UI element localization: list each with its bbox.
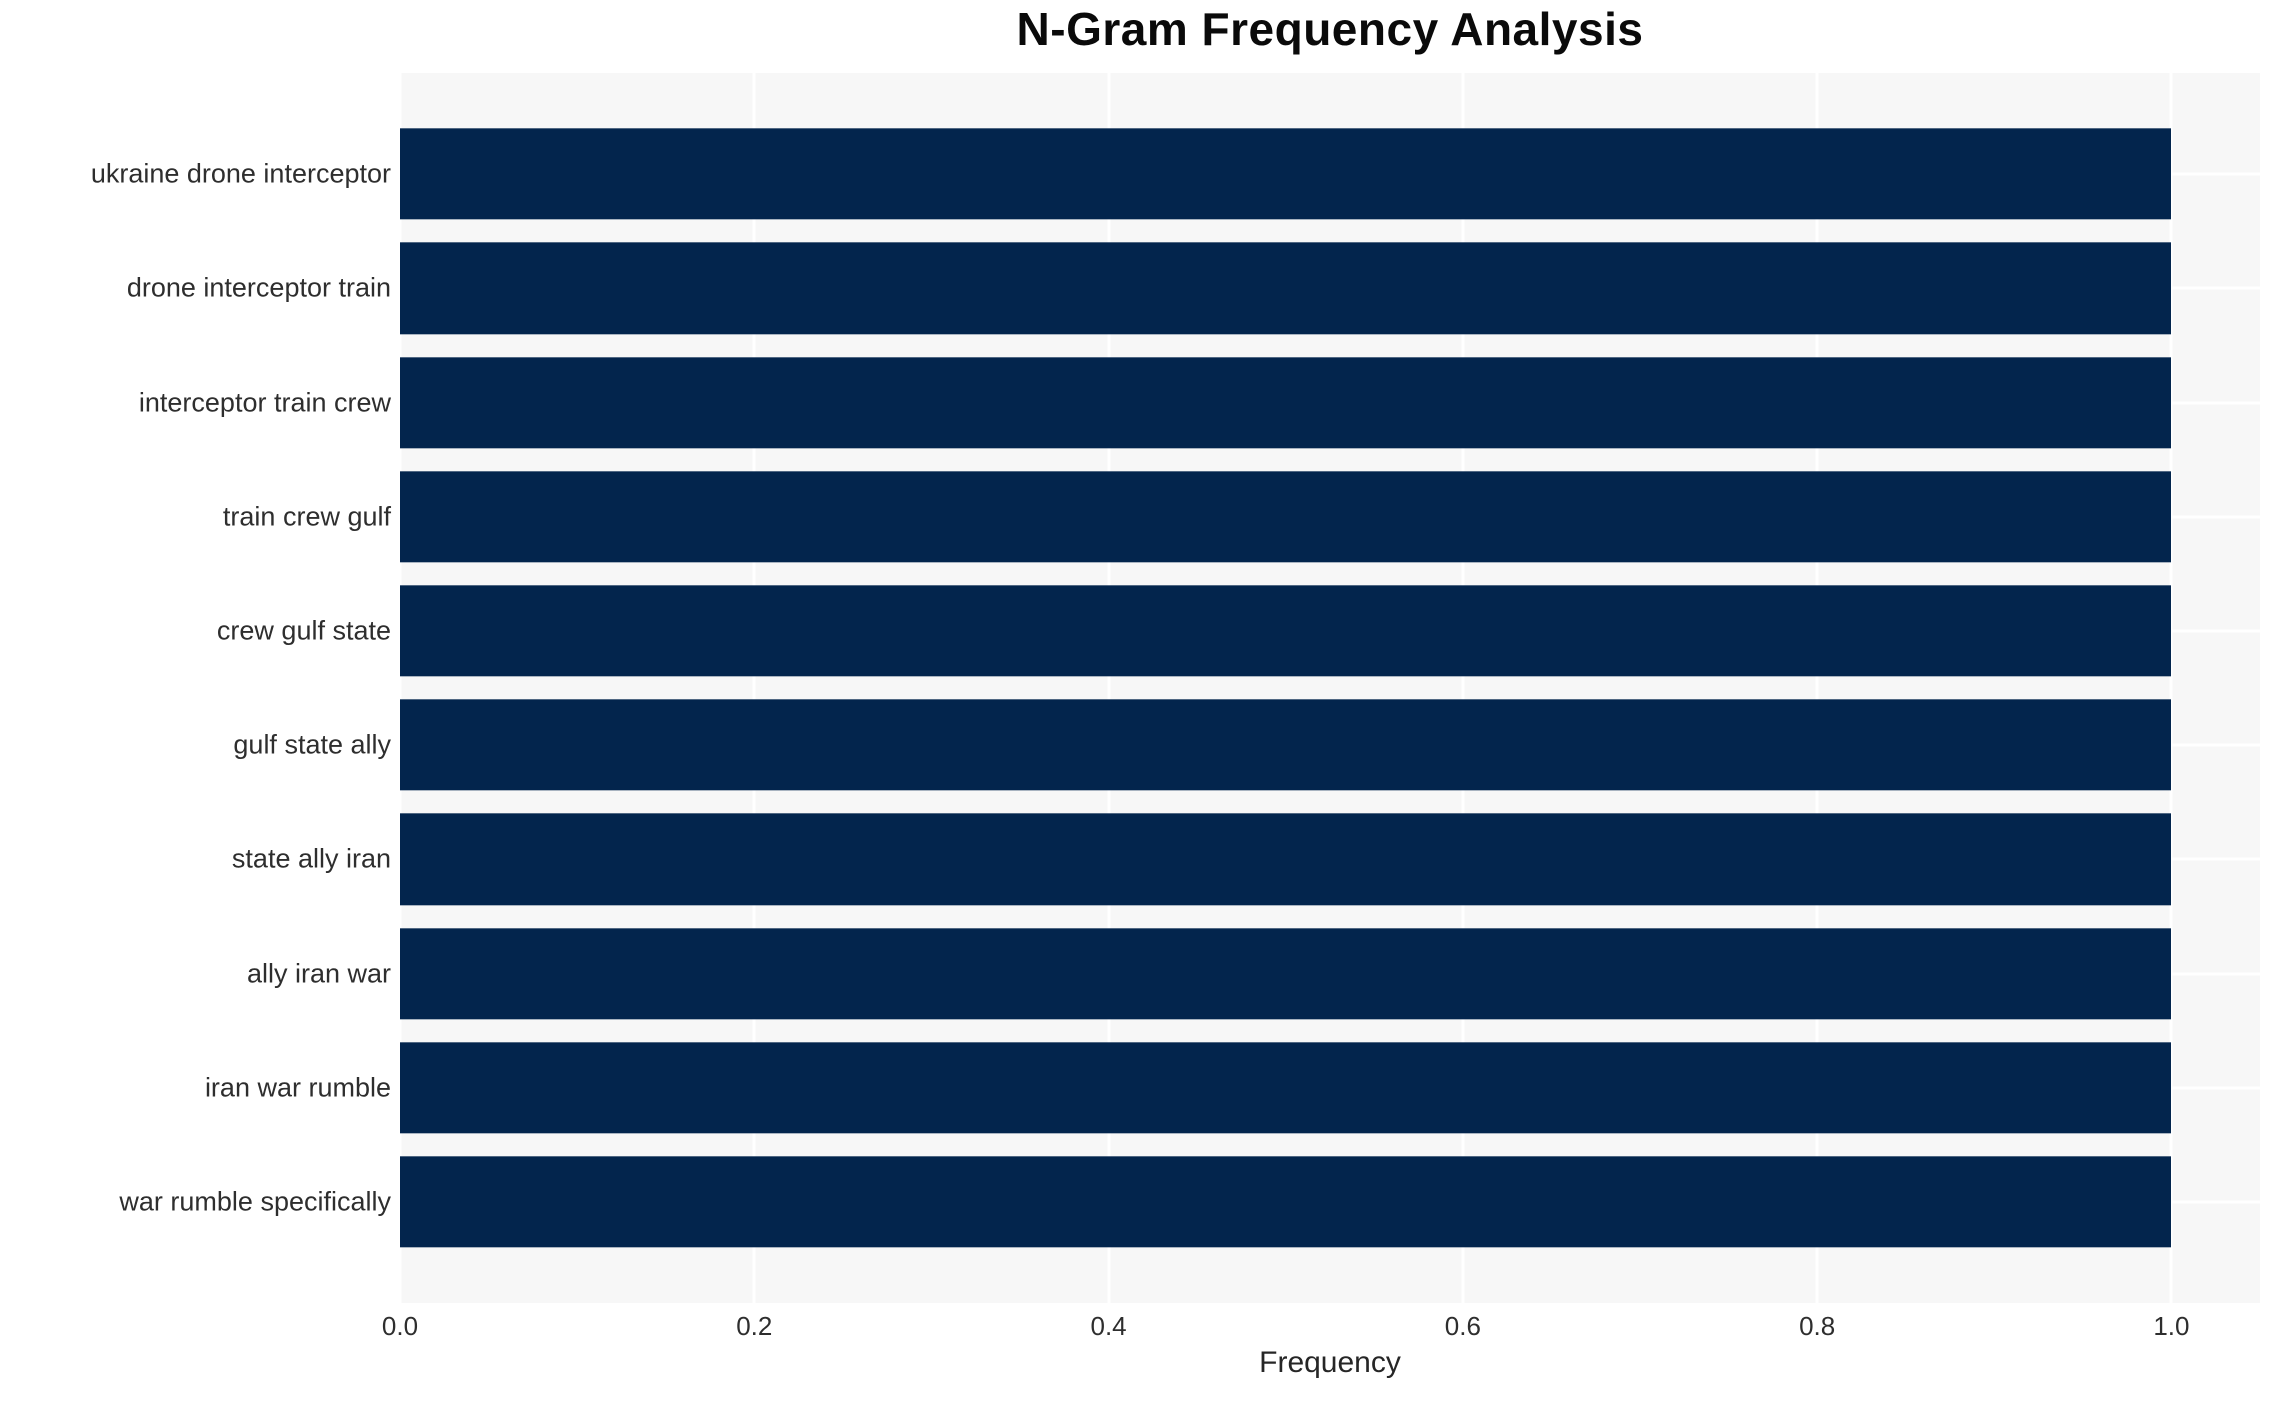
category-label: train crew gulf — [222, 501, 391, 532]
vertical-gridline — [752, 73, 756, 1303]
chart-row: iran war rumble — [205, 1031, 2260, 1145]
chart-row: drone interceptor train — [127, 231, 2260, 345]
chart-row: crew gulf state — [217, 574, 2260, 688]
vertical-gridline — [1815, 73, 1819, 1303]
bars-container: ukraine drone interceptor drone intercept… — [91, 73, 2260, 1303]
frequency-bar — [400, 471, 2172, 563]
x-tick-label: 1.0 — [2153, 1311, 2190, 1341]
category-label: state ally iran — [231, 843, 391, 874]
frequency-bar — [400, 1042, 2172, 1134]
chart-row: gulf state ally — [233, 688, 2260, 802]
category-label: crew gulf state — [216, 615, 391, 646]
frequency-bar — [400, 1156, 2172, 1248]
chart-row: interceptor train crew — [139, 345, 2260, 459]
x-axis-label: Frequency — [1259, 1346, 1401, 1379]
frequency-bar — [400, 356, 2172, 449]
category-label: iran war rumble — [204, 1072, 391, 1103]
vertical-gridline — [1107, 73, 1111, 1303]
frequency-bar — [400, 927, 2172, 1020]
category-label: war rumble specifically — [119, 1186, 391, 1217]
x-tick-label: 0.4 — [1090, 1311, 1127, 1341]
plot-area: ukraine drone interceptor drone intercept… — [91, 73, 2260, 1303]
x-tick-label: 0.2 — [736, 1311, 773, 1341]
chart-row: train crew gulf — [223, 460, 2260, 574]
vertical-gridline — [398, 73, 402, 1303]
x-axis-ticks: 0.0 0.2 0.4 0.6 0.8 1.0 — [382, 1311, 2260, 1345]
category-label: gulf state ally — [233, 729, 391, 760]
chart-row: ukraine drone interceptor — [91, 117, 2260, 231]
frequency-bar — [400, 128, 2172, 220]
x-tick-label: 0.6 — [1444, 1311, 1481, 1341]
frequency-bar — [400, 813, 2172, 905]
frequency-bar — [400, 242, 2172, 334]
vertical-gridline — [2169, 73, 2173, 1303]
chart-row: state ally iran — [232, 802, 2260, 916]
x-tick-label: 0.8 — [1799, 1311, 1836, 1341]
x-tick-label: 0.0 — [381, 1311, 419, 1341]
chart-row: war rumble specifically — [119, 1145, 2260, 1259]
category-label: ukraine drone interceptor — [90, 158, 391, 189]
chart-title: N-Gram Frequency Analysis — [1016, 3, 1644, 55]
category-label: interceptor train crew — [138, 387, 391, 417]
category-label: drone interceptor train — [126, 272, 391, 303]
frequency-bar — [400, 699, 2172, 791]
category-label: ally iran war — [246, 958, 391, 989]
chart-row: ally iran war — [247, 916, 2260, 1030]
frequency-bar — [400, 585, 2172, 677]
vertical-gridline — [1461, 73, 1465, 1303]
